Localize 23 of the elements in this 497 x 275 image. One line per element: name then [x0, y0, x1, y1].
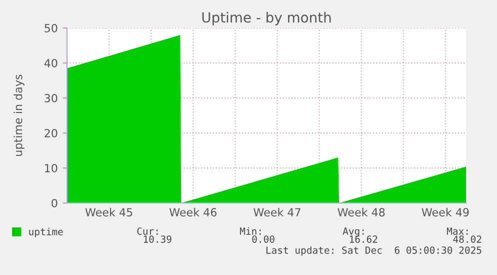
text: Avg:: [342, 228, 364, 237]
text: 16.62: [350, 235, 378, 243]
y-tick-label: 30: [44, 94, 58, 102]
x-tick-label: Week 49: [422, 208, 469, 216]
text: 48.02: [453, 235, 482, 243]
x-tick-label: Week 47: [254, 208, 300, 216]
x-tick-label: Week 46: [169, 208, 217, 216]
text: Max:: [446, 228, 468, 235]
x-tick-label: Week 45: [85, 208, 132, 216]
text: Cur:: [137, 227, 158, 235]
y-tick-label: 40: [44, 58, 58, 68]
text: 0.00: [252, 235, 274, 243]
legend-label: uptime: [29, 228, 63, 238]
y-tick-label: 50: [44, 24, 58, 32]
chart-title: Uptime - by month: [202, 12, 331, 26]
text: 10.39: [144, 235, 172, 243]
text: Min:: [240, 227, 261, 235]
x-tick-label: Week 48: [338, 208, 385, 216]
y-axis-title: uptime in days: [14, 74, 24, 156]
y-tick-label: 10: [45, 164, 58, 172]
y-tick-label: 0: [52, 198, 58, 208]
y-tick-label: 20: [44, 128, 58, 138]
text: Last update: Sat Dec 6 05:00:30 2025: [266, 246, 482, 256]
